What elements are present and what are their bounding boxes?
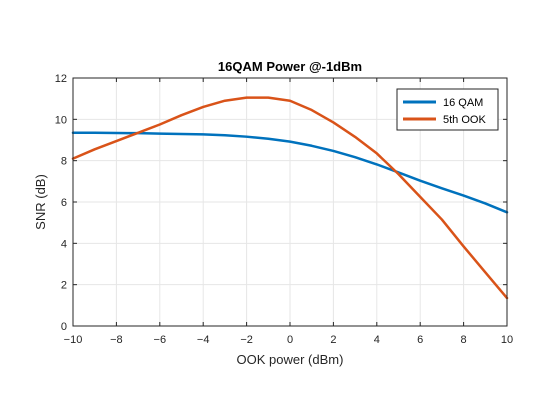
x-tick-label: −4 [197, 334, 210, 346]
legend-box [396, 88, 499, 131]
legend-label-16qam: 16 QAM [443, 97, 483, 109]
x-tick-label: 4 [374, 334, 380, 346]
chart-title: 16QAM Power @-1dBm [218, 59, 362, 74]
axis-ticks: −10 −8 −6 −4 −2 0 2 4 6 8 10 0 2 4 6 8 10 12 [55, 73, 513, 346]
x-tick-label: 0 [287, 334, 293, 346]
y-tick-label: 10 [55, 114, 67, 126]
x-tick-label: −8 [110, 334, 123, 346]
x-tick-label: −2 [240, 334, 253, 346]
y-tick-label: 4 [61, 238, 67, 250]
x-tick-label: 8 [461, 334, 467, 346]
y-axis-label: SNR (dB) [33, 174, 48, 230]
x-axis-label: OOK power (dBm) [237, 352, 344, 367]
series-line-16qam [71, 131, 509, 214]
y-tick-label: 6 [61, 197, 67, 209]
legend-label-5th-ook: 5th OOK [443, 114, 486, 126]
y-tick-label: 0 [61, 321, 67, 333]
y-tick-label: 12 [55, 73, 67, 85]
series-line-5th-ook [71, 96, 509, 300]
y-tick-label: 2 [61, 280, 67, 292]
x-tick-label: 6 [417, 334, 423, 346]
x-tick-label: 10 [501, 334, 513, 346]
x-tick-label: 2 [330, 334, 336, 346]
legend: 16 QAM 5th OOK [396, 88, 499, 131]
x-tick-label: −6 [154, 334, 167, 346]
series-group [71, 96, 509, 300]
y-tick-label: 8 [61, 156, 67, 168]
x-tick-label: −10 [64, 334, 83, 346]
